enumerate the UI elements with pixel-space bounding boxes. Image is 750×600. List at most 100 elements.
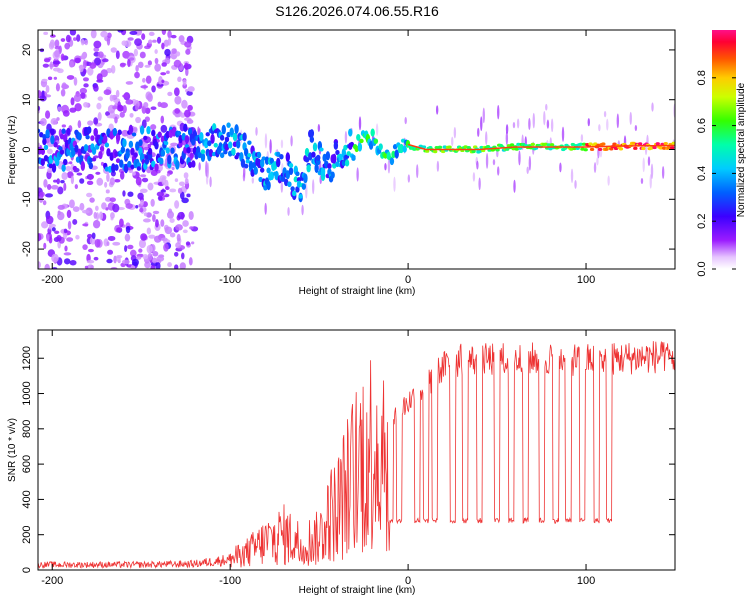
spectrogram-noise-blob bbox=[64, 245, 68, 252]
spectrogram-noise-blob bbox=[166, 173, 170, 177]
y-tick-label: -10 bbox=[21, 191, 33, 207]
spectrogram-ridge-blob bbox=[295, 171, 300, 177]
spectrogram-noise-blob bbox=[43, 31, 49, 36]
spectrogram-noise-blob bbox=[45, 94, 52, 98]
spectrogram-noise-blob bbox=[97, 96, 103, 101]
spectrogram-ridge-blob bbox=[170, 147, 175, 154]
spectrogram-streak bbox=[616, 113, 620, 129]
spectrogram-noise-blob bbox=[89, 197, 95, 203]
spectrogram-ridge-blob bbox=[391, 150, 396, 159]
spectrogram-ridge-blob bbox=[440, 149, 446, 154]
spectrogram-noise-blob bbox=[57, 106, 62, 112]
spectrogram-streak bbox=[251, 177, 255, 184]
spectrogram-noise-blob bbox=[93, 47, 100, 53]
spectrogram-ridge-blob bbox=[583, 148, 588, 152]
spectrogram-noise-blob bbox=[51, 253, 59, 263]
y-tick-label: 200 bbox=[21, 526, 33, 544]
spectrogram-noise-blob bbox=[161, 176, 166, 186]
spectrogram-noise-blob bbox=[177, 187, 183, 194]
spectrogram-ridge-blob bbox=[402, 145, 407, 153]
spectrogram-ridge-blob bbox=[38, 128, 41, 134]
spectrogram-streak bbox=[482, 107, 485, 124]
spectrogram-noise-blob bbox=[140, 199, 144, 206]
spectrogram-ridge-blob bbox=[123, 163, 129, 174]
spectrogram-streak bbox=[472, 172, 476, 182]
spectrogram-noise-blob bbox=[156, 83, 164, 87]
spectrogram-ridge-blob bbox=[295, 186, 300, 193]
spectrogram-noise-blob bbox=[147, 143, 152, 149]
spectrogram-ridge-blob bbox=[133, 152, 138, 158]
spectrogram-ridge-blob bbox=[61, 128, 66, 135]
spectrogram-noise-blob bbox=[56, 178, 60, 185]
spectrogram-ridge-blob bbox=[485, 144, 491, 149]
spectrogram-noise-blob bbox=[121, 40, 127, 46]
spectrogram-ridge-blob bbox=[191, 160, 196, 168]
spectrogram-ridge-blob bbox=[91, 146, 97, 155]
spectrogram-noise-blob bbox=[46, 148, 53, 155]
spectrogram-ridge-blob bbox=[530, 142, 536, 146]
spectrogram-streak bbox=[356, 167, 359, 182]
spectrogram-ridge-blob bbox=[91, 157, 97, 162]
spectrogram-streak bbox=[649, 174, 652, 189]
spectrogram-streak bbox=[561, 126, 565, 142]
spectrogram-noise-blob bbox=[148, 234, 156, 239]
spectrogram-noise-blob bbox=[109, 94, 114, 102]
spectrogram-noise-blob bbox=[76, 172, 83, 176]
spectrogram-noise-blob bbox=[83, 83, 89, 88]
spectrogram-noise-blob bbox=[101, 58, 109, 63]
spectrogram-noise-blob bbox=[138, 248, 143, 253]
spectrogram-streak bbox=[642, 157, 645, 173]
spectrogram-ridge-blob bbox=[183, 123, 188, 133]
spectrogram-ridge-blob bbox=[661, 146, 667, 150]
spectrogram-ridge-blob bbox=[218, 142, 223, 152]
spectrogram-ridge-blob bbox=[357, 142, 363, 152]
x-tick-label: -100 bbox=[219, 575, 241, 587]
spectrogram-ridge-blob bbox=[276, 157, 281, 168]
spectrogram-ridge-blob bbox=[288, 162, 294, 168]
spectrogram-noise-blob bbox=[142, 253, 149, 260]
spectrogram-noise-blob bbox=[76, 34, 81, 42]
spectrogram-noise-blob bbox=[80, 39, 85, 46]
spectrogram-noise-blob bbox=[113, 255, 117, 264]
spectrogram-noise-blob bbox=[135, 116, 142, 124]
spectrogram-ridge-blob bbox=[242, 132, 247, 142]
spectrogram-ridge-blob bbox=[349, 141, 355, 147]
spectrogram-noise-blob bbox=[90, 30, 97, 39]
spectrogram-ridge-blob bbox=[211, 123, 217, 132]
spectrogram-noise-blob bbox=[53, 179, 58, 183]
spectrogram-streak bbox=[384, 163, 387, 171]
spectrogram-noise-blob bbox=[167, 30, 172, 39]
spectrogram-core-line bbox=[407, 143, 675, 151]
spectrogram-ridge-blob bbox=[175, 159, 180, 170]
spectrogram-noise-blob bbox=[106, 258, 113, 264]
spectrogram-ridge-blob bbox=[227, 141, 233, 149]
spectrogram-noise-blob bbox=[107, 235, 116, 241]
spectrogram-ridge-blob bbox=[333, 141, 339, 150]
spectrogram-noise-blob bbox=[56, 234, 62, 242]
spectrogram-noise-blob bbox=[160, 102, 168, 109]
spectrogram-ridge-blob bbox=[53, 141, 58, 148]
spectrogram-noise-blob bbox=[109, 177, 116, 186]
spectrogram-noise-blob bbox=[110, 212, 115, 219]
spectrogram-noise-blob bbox=[60, 89, 66, 97]
spectrogram-noise-blob bbox=[117, 105, 124, 112]
spectrogram-ridge-blob bbox=[200, 149, 206, 155]
spectrogram-ridge-blob bbox=[479, 145, 484, 150]
spectrogram-ridge-blob bbox=[298, 194, 303, 199]
spectrogram-streak bbox=[603, 111, 607, 118]
spectrogram-ridge-blob bbox=[165, 147, 170, 154]
spectrogram-noise-blob bbox=[66, 237, 74, 242]
spectrogram-streak bbox=[407, 174, 411, 183]
spectrogram-ridge-blob bbox=[80, 160, 86, 171]
spectrogram-noise-blob bbox=[73, 93, 82, 103]
spectrogram-noise-blob bbox=[74, 103, 82, 112]
spectrogram-noise-blob bbox=[119, 171, 125, 180]
spectrogram-noise-blob bbox=[94, 57, 102, 66]
spectrogram-ridge-blob bbox=[151, 129, 156, 137]
spectrogram-noise-blob bbox=[45, 85, 50, 93]
spectrogram-ridge-blob bbox=[304, 147, 310, 157]
spectrogram-ridge-blob bbox=[247, 153, 252, 158]
spectrogram-streak bbox=[393, 176, 396, 192]
spectrogram-noise-blob bbox=[175, 242, 182, 249]
spectrogram-ridge-blob bbox=[117, 129, 122, 136]
